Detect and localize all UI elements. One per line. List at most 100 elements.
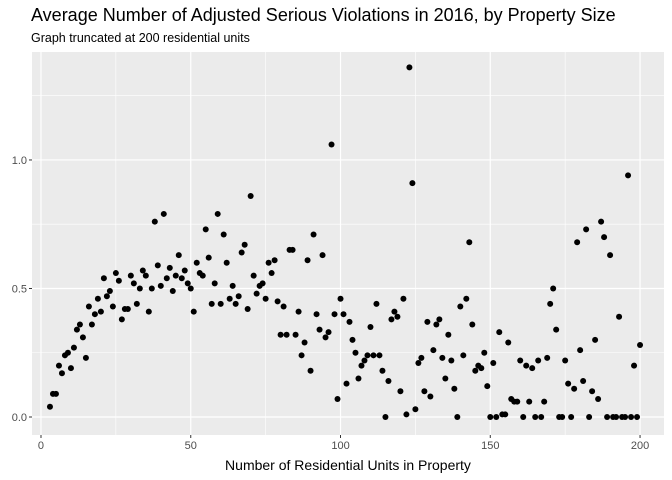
data-point — [502, 411, 509, 418]
data-point — [163, 275, 170, 282]
data-point — [277, 331, 284, 338]
data-point — [58, 370, 65, 377]
data-point — [250, 272, 257, 279]
data-point — [166, 264, 173, 271]
data-point — [301, 339, 308, 346]
data-point — [145, 308, 152, 315]
data-point — [343, 380, 350, 387]
data-point — [382, 414, 389, 421]
data-point — [181, 267, 188, 274]
data-point — [490, 360, 497, 367]
x-tick-label: 50 — [185, 440, 197, 452]
data-point — [361, 357, 368, 364]
data-point — [298, 352, 305, 359]
data-point — [355, 375, 362, 382]
data-point — [160, 210, 167, 217]
data-point — [70, 344, 77, 351]
data-point — [604, 414, 611, 421]
data-point — [100, 275, 107, 282]
data-point — [484, 383, 491, 390]
data-point — [244, 306, 251, 313]
data-point — [175, 252, 182, 259]
x-tick-label: 0 — [38, 440, 44, 452]
data-point — [136, 285, 143, 292]
data-point — [295, 308, 302, 315]
data-point — [541, 398, 548, 405]
data-point — [319, 252, 326, 259]
data-point — [565, 380, 572, 387]
data-point — [97, 308, 104, 315]
data-point — [550, 285, 557, 292]
data-point — [142, 272, 149, 279]
data-point — [220, 231, 227, 238]
data-point — [226, 295, 233, 302]
data-point — [172, 272, 179, 279]
data-point — [544, 354, 551, 361]
data-point — [154, 262, 161, 269]
data-point — [613, 414, 620, 421]
data-point — [88, 321, 95, 328]
data-point — [94, 295, 101, 302]
data-point — [313, 311, 320, 318]
data-points — [46, 64, 644, 421]
data-point — [352, 349, 359, 356]
data-point — [577, 347, 584, 354]
data-point — [457, 303, 464, 310]
data-point — [406, 64, 413, 71]
data-point — [472, 367, 479, 374]
data-point — [82, 354, 89, 361]
data-point — [157, 282, 164, 289]
data-point — [151, 218, 158, 225]
data-point — [178, 275, 185, 282]
data-point — [625, 172, 632, 179]
data-point — [373, 300, 380, 307]
data-point — [370, 352, 377, 359]
data-point — [376, 352, 383, 359]
data-point — [238, 249, 245, 256]
data-point — [523, 362, 530, 369]
chart-title: Average Number of Adjusted Serious Viola… — [31, 5, 616, 25]
data-point — [106, 288, 113, 295]
x-axis-ticks: 0 50 100 150 200 — [38, 435, 649, 452]
data-point — [109, 303, 116, 310]
data-point — [559, 414, 566, 421]
data-point — [283, 331, 290, 338]
data-point — [364, 352, 371, 359]
data-point — [535, 357, 542, 364]
data-point — [637, 342, 644, 349]
data-point — [304, 257, 311, 264]
data-point — [241, 241, 248, 248]
data-point — [571, 385, 578, 392]
data-point — [493, 414, 500, 421]
data-point — [409, 180, 416, 187]
data-point — [553, 326, 560, 333]
data-point — [247, 192, 254, 199]
data-point — [292, 331, 299, 338]
data-point — [187, 285, 194, 292]
data-point — [433, 321, 440, 328]
data-point — [496, 329, 503, 336]
data-point — [424, 318, 431, 325]
data-point — [208, 300, 215, 307]
data-point — [232, 300, 239, 307]
data-point — [481, 349, 488, 356]
data-point — [289, 246, 296, 253]
data-point — [169, 288, 176, 295]
data-point — [622, 414, 629, 421]
data-point — [103, 293, 110, 300]
data-point — [394, 313, 401, 320]
data-point — [85, 303, 92, 310]
data-point — [439, 354, 446, 361]
data-point — [385, 378, 392, 385]
data-point — [529, 365, 536, 372]
y-tick-label: 0.0 — [12, 412, 27, 424]
data-point — [415, 360, 422, 367]
data-point — [190, 308, 197, 315]
y-tick-label: 0.5 — [12, 283, 27, 295]
data-point — [79, 334, 86, 341]
data-point — [205, 254, 212, 261]
data-point — [52, 390, 59, 397]
data-point — [436, 316, 443, 323]
data-point — [421, 388, 428, 395]
data-point — [124, 306, 131, 313]
